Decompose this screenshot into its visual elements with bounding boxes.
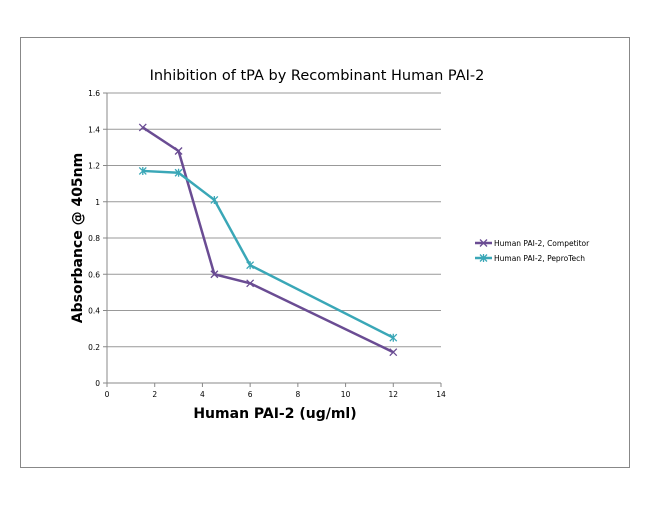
y-tick-label: 0.4: [88, 307, 100, 316]
legend-item: Human PAI-2, PeproTech: [475, 254, 585, 263]
data-point: [138, 123, 147, 132]
data-point: [174, 147, 183, 155]
data-point: [210, 270, 219, 279]
data-point: [210, 195, 219, 204]
x-tick-label: 4: [200, 390, 205, 399]
data-point: [174, 168, 183, 177]
y-tick-label: 0.8: [88, 234, 100, 243]
data-point: [246, 261, 255, 270]
legend-label: Human PAI-2, Competitor: [494, 239, 590, 248]
x-tick-label: 2: [152, 390, 157, 399]
x-tick-label: 12: [389, 390, 399, 399]
y-axis-label: Absorbance @ 405nm: [70, 153, 86, 323]
y-tick-label: 0.6: [88, 270, 100, 279]
chart-title: Inhibition of tPA by Recombinant Human P…: [150, 68, 485, 84]
x-tick-label: 14: [436, 390, 446, 399]
legend-label: Human PAI-2, PeproTech: [494, 254, 585, 263]
x-tick-label: 0: [105, 390, 110, 399]
y-tick-label: 0: [95, 379, 100, 388]
legend-marker: [479, 254, 488, 262]
x-tick-label: 10: [341, 390, 351, 399]
data-point: [138, 166, 147, 175]
x-axis-label: Human PAI-2 (ug/ml): [193, 406, 356, 422]
data-point: [389, 348, 398, 357]
y-tick-label: 1.6: [88, 89, 100, 98]
series-1: [138, 166, 398, 342]
legend-item: Human PAI-2, Competitor: [475, 239, 590, 248]
y-tick-label: 1.4: [88, 125, 100, 134]
data-point: [389, 333, 398, 342]
legend-marker: [479, 239, 488, 247]
x-tick-label: 8: [295, 390, 300, 399]
data-point: [246, 279, 255, 288]
x-tick-label: 6: [248, 390, 253, 399]
series-0: [138, 123, 398, 357]
chart-frame: [20, 37, 630, 468]
y-tick-label: 1: [95, 198, 100, 207]
y-tick-label: 1.2: [88, 162, 100, 171]
y-tick-label: 0.2: [88, 343, 100, 352]
